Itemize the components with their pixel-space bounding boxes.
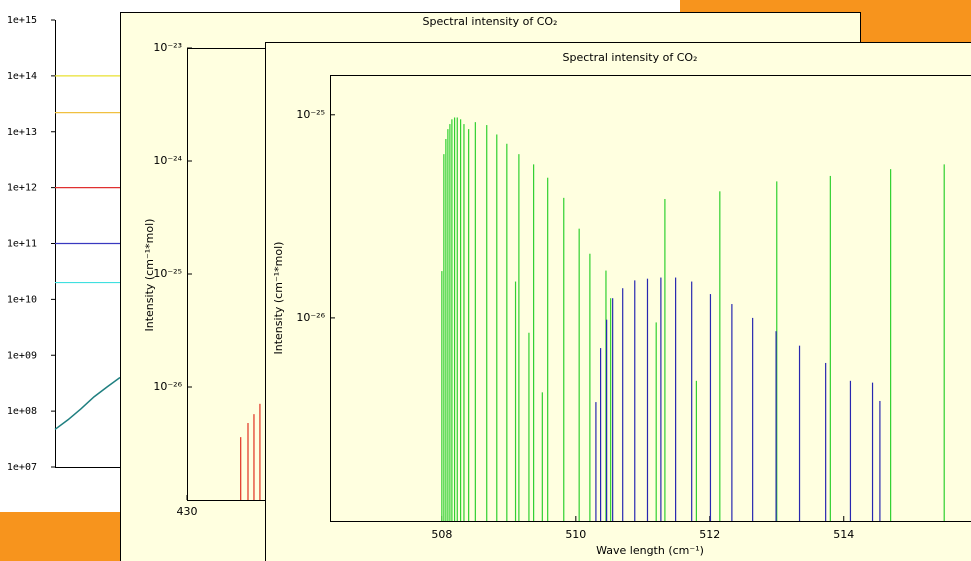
curve — [54, 376, 121, 431]
plot-frame — [330, 75, 971, 522]
y-tick-label: 1e+15 — [7, 15, 37, 26]
y-axis-label: Intensity (cm⁻¹*mol) — [272, 242, 285, 355]
spectral-line — [547, 177, 549, 521]
y-tick-label: 10⁻²⁴ — [153, 154, 182, 167]
spectral-line — [563, 197, 565, 521]
spectral-line — [775, 331, 777, 521]
spectral-line — [675, 277, 677, 521]
spectral-line — [460, 119, 462, 521]
spectral-line — [541, 392, 543, 521]
y-tick-label: 1e+10 — [7, 294, 37, 305]
x-tick-label: 514 — [833, 528, 854, 541]
spectral-line — [695, 380, 697, 521]
spectral-line — [474, 122, 476, 522]
spectral-line — [871, 382, 874, 521]
orange-panel — [0, 512, 120, 561]
window-title: Spectral intensity of CO₂ — [423, 15, 558, 28]
spectral-line — [612, 298, 614, 521]
x-tick-label: 510 — [565, 528, 586, 541]
y-tick-label: 10⁻²³ — [153, 41, 182, 54]
window: 10⁻²⁵ 10⁻²⁶ 508 510 512 514 Intensity (cm⁻¹*mo… — [265, 42, 971, 561]
spectral-line — [514, 281, 517, 521]
spectral-line — [605, 270, 607, 521]
spectral-line — [468, 129, 470, 521]
y-tick-label: 10⁻²⁶ — [153, 380, 182, 393]
spectral-line — [443, 154, 445, 521]
spectral-line — [463, 124, 465, 521]
x-tick-label: 508 — [431, 528, 452, 541]
spectral-line — [456, 117, 458, 521]
y-tick-label: 1e+13 — [7, 127, 37, 138]
x-tick-label: 430 — [177, 505, 198, 518]
spectral-line — [719, 191, 721, 521]
spectral-line — [879, 400, 881, 521]
spectral-line — [453, 117, 456, 521]
spectral-line — [731, 304, 733, 521]
spectral-line — [634, 280, 636, 521]
spectral-line — [655, 322, 657, 521]
spectral-line — [890, 169, 892, 521]
spectral-line — [849, 380, 852, 521]
spectral-line — [829, 175, 831, 521]
spectral-line — [506, 143, 508, 521]
spectral-line — [533, 164, 535, 522]
spectral-line — [247, 423, 249, 500]
spectral-line — [496, 134, 498, 521]
background-chart: 1e+15 1e+14 1e+13 1e+12 1e+11 1e+10 1e+09 1e+08… — [7, 15, 121, 473]
y-tick-label: 10⁻²⁵ — [296, 108, 325, 121]
spectral-line — [595, 402, 597, 521]
spectral-line — [610, 298, 612, 521]
spectral-line — [599, 348, 602, 521]
y-axis-label: Intensity (cm⁻¹*mol) — [143, 219, 156, 332]
y-tick-label: 1e+14 — [7, 71, 37, 82]
spectral-line — [449, 124, 451, 521]
spectral-line — [691, 281, 693, 521]
spectral-line — [486, 125, 488, 522]
y-tick-label: 10⁻²⁶ — [296, 311, 325, 324]
spectral-line — [776, 181, 778, 521]
spectral-line — [518, 154, 520, 521]
y-tick-label: 1e+08 — [7, 406, 37, 417]
spectral-line — [622, 288, 624, 521]
spectral-line — [709, 294, 712, 521]
y-tick-label: 1e+09 — [7, 350, 37, 361]
spectral-line — [664, 198, 666, 521]
window-title: Spectral intensity of CO₂ — [563, 51, 698, 64]
y-tick-label: 1e+07 — [7, 462, 37, 473]
spectral-line — [447, 129, 449, 521]
x-tick-label: 512 — [699, 528, 720, 541]
spectral-line — [752, 317, 754, 521]
spectral-line — [441, 271, 443, 521]
spectral-line — [589, 253, 591, 522]
spectral-line — [660, 277, 662, 521]
spectral-line — [578, 228, 580, 521]
spectral-line — [943, 164, 945, 522]
x-axis-label: Wave length (cm⁻¹) — [596, 544, 704, 557]
spectral-line — [445, 138, 447, 521]
spectral-line — [606, 319, 608, 521]
spectral-line — [825, 362, 827, 521]
y-tick-label: 1e+12 — [7, 183, 37, 194]
spectral-line — [240, 437, 242, 500]
spectral-line — [646, 278, 649, 521]
spectral-line — [451, 119, 453, 521]
spectral-line — [798, 345, 801, 521]
spectral-line — [259, 403, 261, 500]
spectral-line — [253, 414, 255, 500]
y-tick-label: 10⁻²⁵ — [153, 267, 182, 280]
spectral-line — [528, 332, 530, 521]
y-tick-label: 1e+11 — [7, 239, 37, 250]
